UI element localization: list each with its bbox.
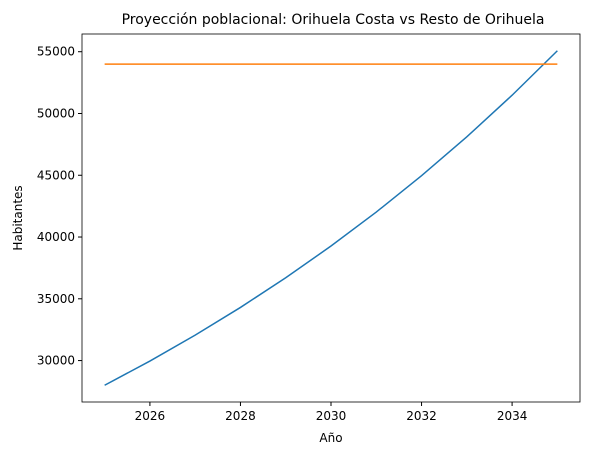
chart-title: Proyección poblacional: Orihuela Costa v… — [122, 12, 545, 28]
y-tick-label: 40000 — [37, 230, 75, 244]
y-tick-label: 30000 — [37, 354, 75, 368]
y-tick-label: 45000 — [37, 168, 75, 182]
x-tick-label: 2032 — [406, 409, 437, 423]
y-axis-label: Habitantes — [11, 185, 25, 250]
x-tick-label: 2030 — [316, 409, 347, 423]
y-tick-label: 35000 — [37, 292, 75, 306]
y-tick-label: 50000 — [37, 106, 75, 120]
plot-frame — [81, 33, 581, 403]
x-tick-label: 2034 — [497, 409, 528, 423]
series-line — [104, 50, 558, 386]
x-tick-label: 2028 — [225, 409, 256, 423]
x-tick-label: 2026 — [135, 409, 166, 423]
x-axis-label: Año — [319, 431, 342, 445]
y-tick-label: 55000 — [37, 45, 75, 59]
